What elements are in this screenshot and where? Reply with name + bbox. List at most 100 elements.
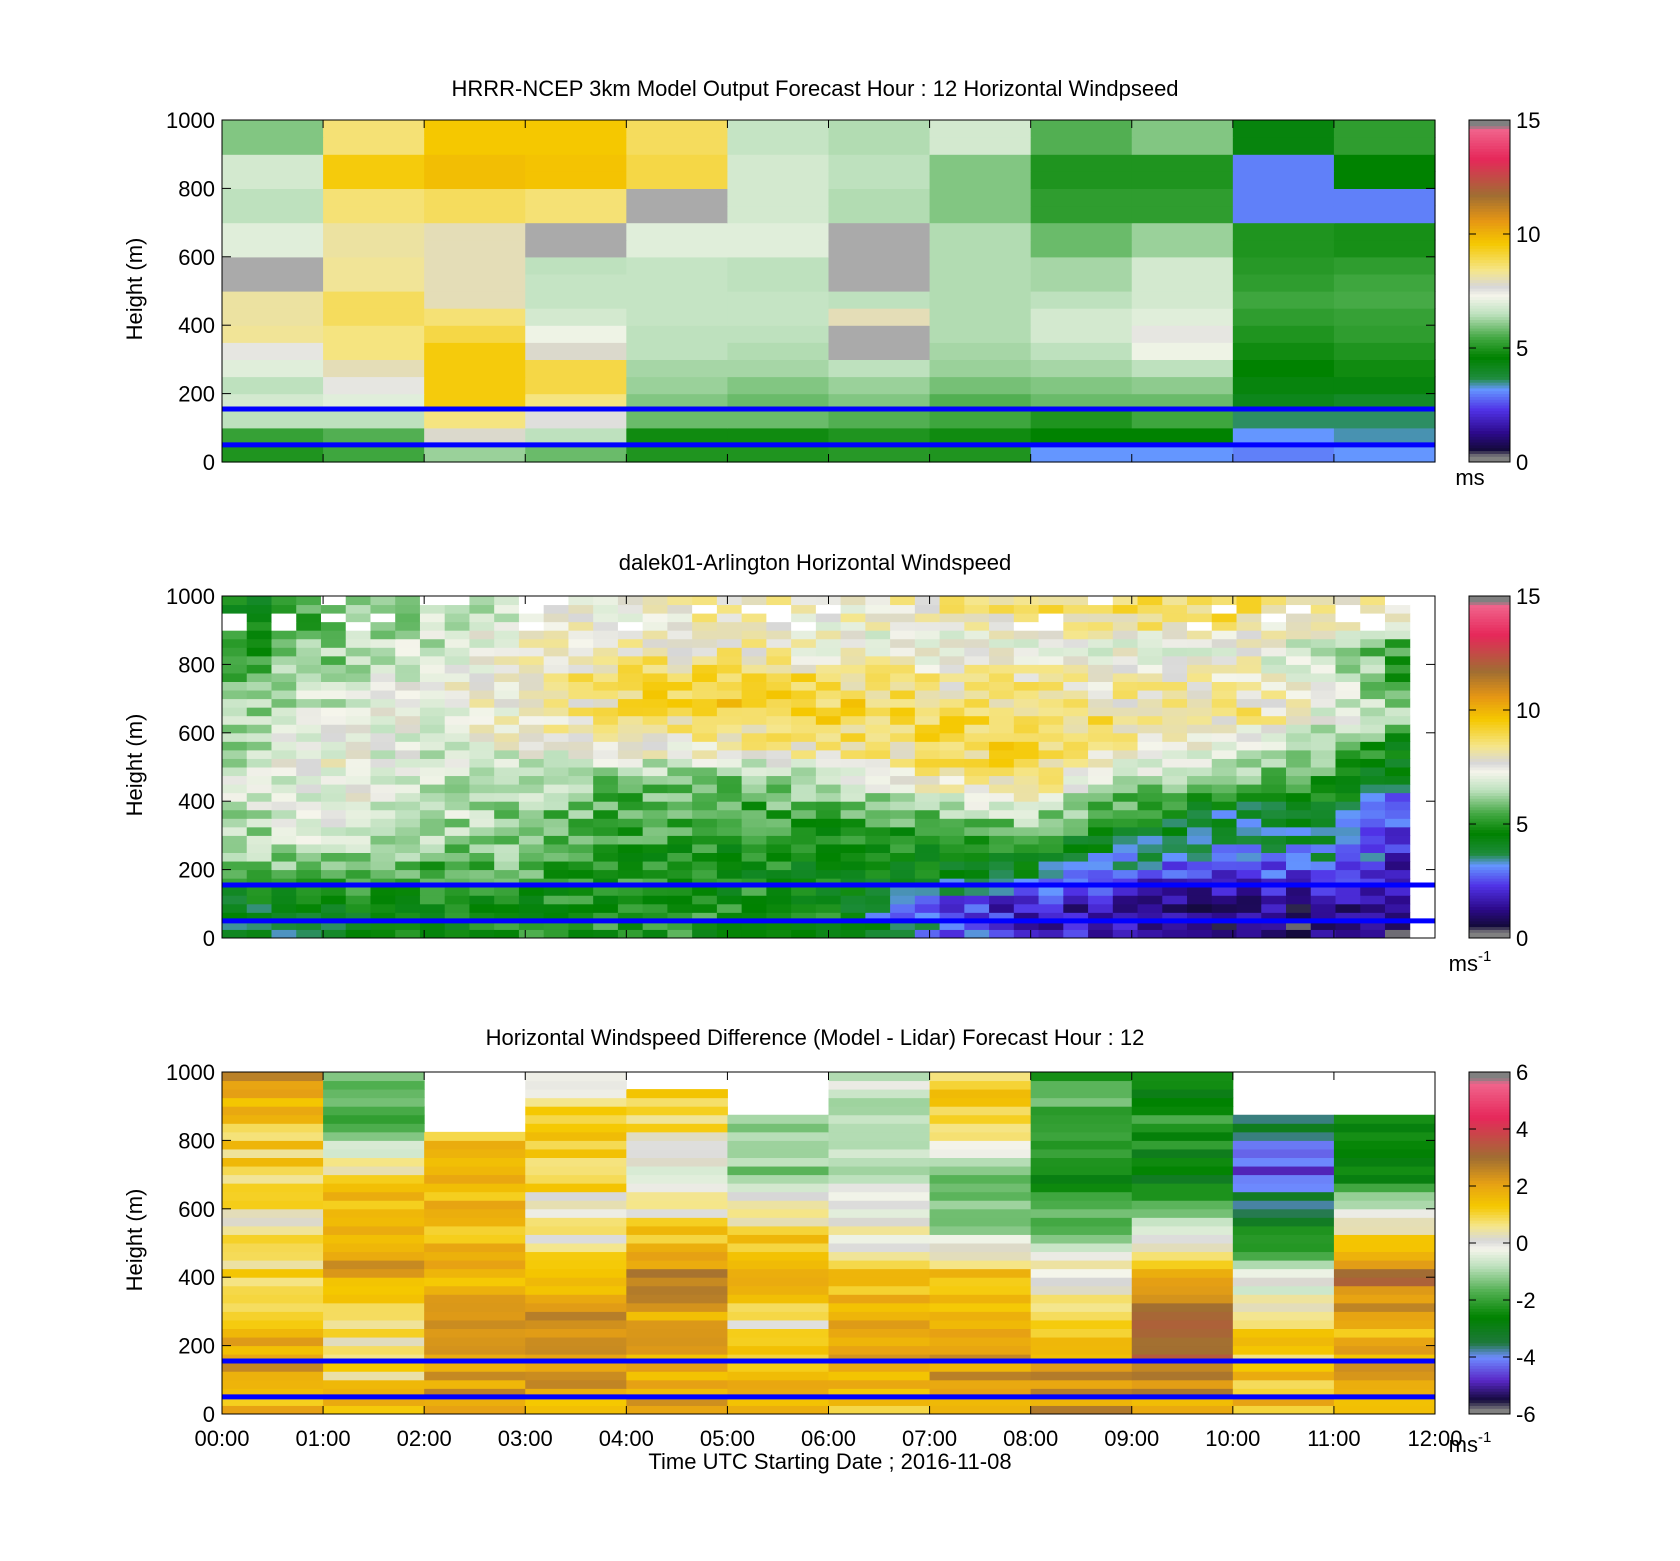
heatmap-cell — [525, 1225, 627, 1235]
heatmap-cell — [1137, 698, 1163, 708]
heatmap-cell — [1333, 1319, 1436, 1329]
heatmap-cell — [1286, 681, 1312, 691]
colorbar-segment — [1469, 1376, 1510, 1381]
heatmap-cell — [791, 767, 817, 777]
colorbar-segment — [1469, 1305, 1510, 1310]
heatmap-cell — [222, 715, 248, 725]
heatmap-cell — [727, 1243, 829, 1253]
heatmap-cell — [419, 690, 446, 700]
heatmap-cell — [929, 1396, 1032, 1406]
colorbar-segment — [1469, 732, 1510, 737]
heatmap-cell — [815, 758, 842, 768]
heatmap-cell — [1063, 749, 1089, 759]
heatmap-cell — [494, 715, 520, 725]
heatmap-cell — [1038, 630, 1064, 640]
heatmap-cell — [741, 672, 767, 682]
heatmap-cell — [1088, 886, 1114, 896]
heatmap-cell — [1030, 1157, 1133, 1167]
heatmap-cell — [1088, 604, 1114, 614]
heatmap-cell — [1162, 621, 1188, 631]
heatmap-cell — [1038, 843, 1064, 853]
heatmap-cell — [815, 681, 842, 691]
heatmap-cell — [525, 1234, 627, 1244]
heatmap-cell — [1137, 792, 1163, 802]
colorbar-segment — [1469, 1188, 1510, 1193]
heatmap-cell — [914, 767, 941, 777]
heatmap-cell — [518, 869, 545, 879]
heatmap-cell — [1013, 826, 1040, 836]
heatmap-cell — [791, 613, 817, 623]
heatmap-cell — [395, 690, 421, 700]
heatmap-cell — [1112, 749, 1139, 759]
colorbar-segment — [1469, 251, 1510, 255]
heatmap-cell — [1384, 809, 1411, 819]
x-tick-label: 04:00 — [599, 1426, 654, 1451]
heatmap-cell — [593, 741, 619, 751]
heatmap-cell — [766, 895, 792, 905]
heatmap-cell — [593, 886, 619, 896]
heatmap-cell — [222, 1114, 324, 1124]
heatmap-cell — [1030, 1114, 1133, 1124]
heatmap-cell — [929, 1388, 1032, 1398]
heatmap-cell — [1030, 1097, 1133, 1107]
colorbar-segment — [1469, 219, 1510, 224]
heatmap-cell — [1112, 621, 1139, 631]
heatmap-cell — [593, 638, 619, 648]
colorbar-segment — [1469, 256, 1510, 261]
heatmap-cell — [840, 801, 866, 811]
heatmap-cell — [469, 818, 495, 828]
colorbar-segment — [1469, 667, 1510, 671]
heatmap-cell — [1384, 920, 1411, 930]
heatmap-cell — [419, 861, 446, 871]
colorbar-tick-label: -6 — [1516, 1402, 1536, 1427]
heatmap-cell — [494, 929, 520, 939]
heatmap-cell — [716, 647, 743, 657]
heatmap-cell — [890, 647, 916, 657]
heatmap-cell — [865, 655, 891, 665]
heatmap-cell — [667, 801, 693, 811]
heatmap-cell — [320, 886, 347, 896]
heatmap-cell — [1112, 681, 1139, 691]
colorbar-segment — [1469, 627, 1510, 631]
heatmap-cell — [1360, 758, 1386, 768]
heatmap-cell — [1038, 672, 1064, 682]
heatmap-cell — [989, 809, 1015, 819]
heatmap-cell — [929, 1072, 1032, 1082]
heatmap-cell — [815, 715, 842, 725]
heatmap-cell — [1038, 792, 1064, 802]
colorbar-segment — [1469, 216, 1510, 221]
heatmap-cell — [419, 792, 446, 802]
heatmap-cell — [840, 886, 866, 896]
colorbar-segment — [1469, 1111, 1510, 1116]
heatmap-cell — [543, 698, 569, 708]
heatmap-cell — [692, 826, 718, 836]
heatmap-cell — [766, 732, 792, 742]
heatmap-cell — [1261, 672, 1287, 682]
heatmap-cell — [518, 690, 545, 700]
heatmap-cell — [727, 1371, 829, 1381]
heatmap-cell — [424, 239, 526, 258]
heatmap-cell — [593, 647, 619, 657]
colorbar-segment — [1469, 1291, 1510, 1295]
heatmap-cell — [222, 1200, 324, 1210]
heatmap-cell — [1030, 427, 1133, 446]
heatmap-cell — [939, 707, 965, 717]
heatmap-cell — [1131, 1311, 1234, 1321]
heatmap-cell — [626, 1371, 728, 1381]
heatmap-cell — [828, 1200, 931, 1210]
heatmap-cell — [1286, 912, 1312, 922]
heatmap-cell — [840, 664, 866, 674]
heatmap-cell — [667, 784, 693, 794]
heatmap-cell — [890, 886, 916, 896]
heatmap-cell — [419, 818, 446, 828]
heatmap-cell — [1333, 410, 1436, 429]
colorbar-segment — [1469, 707, 1510, 711]
heatmap-cell — [345, 869, 371, 879]
heatmap-cell — [395, 715, 421, 725]
panel-title: Horizontal Windspeed Difference (Model -… — [486, 1025, 1145, 1050]
heatmap-cell — [989, 758, 1015, 768]
heatmap-cell — [345, 826, 371, 836]
heatmap-cell — [1211, 715, 1238, 725]
heatmap-cell — [1333, 1225, 1436, 1235]
heatmap-cell — [1038, 664, 1064, 674]
